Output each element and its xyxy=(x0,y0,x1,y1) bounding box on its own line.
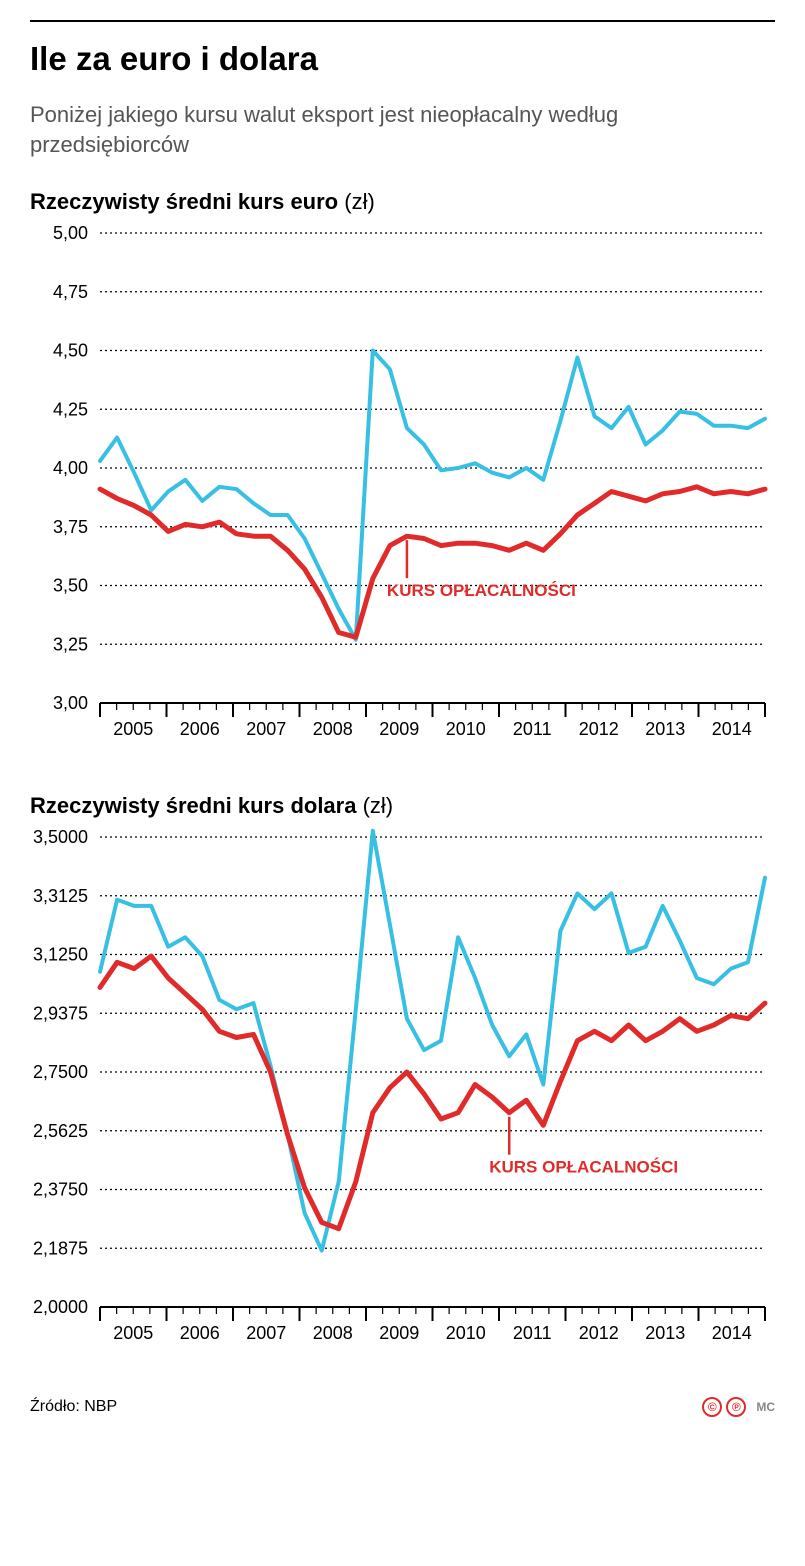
svg-text:2008: 2008 xyxy=(313,1323,353,1343)
svg-text:KURS OPŁACALNOŚCI: KURS OPŁACALNOŚCI xyxy=(489,1158,678,1177)
svg-text:3,50: 3,50 xyxy=(53,576,88,596)
svg-text:2012: 2012 xyxy=(579,719,619,739)
chart-dollar: 2,0000 2,1875 2,3750 2,5625 2,7500 2,9375 3,12… xyxy=(30,827,775,1357)
svg-text:3,3125: 3,3125 xyxy=(33,886,88,906)
chart-dollar-svg: 2,0000 2,1875 2,3750 2,5625 2,7500 2,9375 3,12… xyxy=(30,827,775,1357)
svg-text:2013: 2013 xyxy=(645,1323,685,1343)
chart-euro-title-unit: (zł) xyxy=(338,189,375,214)
svg-text:KURS OPŁACALNOŚCI: KURS OPŁACALNOŚCI xyxy=(387,582,576,601)
phonorights-icon: ℗ xyxy=(726,1397,746,1417)
svg-text:2,3750: 2,3750 xyxy=(33,1180,88,1200)
svg-text:2,0000: 2,0000 xyxy=(33,1297,88,1317)
chart-dollar-title: Rzeczywisty średni kurs dolara (zł) xyxy=(30,793,775,819)
svg-text:2005: 2005 xyxy=(113,719,153,739)
svg-text:2005: 2005 xyxy=(113,1323,153,1343)
page-title: Ile za euro i dolara xyxy=(30,40,775,78)
page-subtitle: Poniżej jakiego kursu walut eksport jest… xyxy=(30,100,775,159)
svg-text:3,5000: 3,5000 xyxy=(33,827,88,847)
svg-text:2,9375: 2,9375 xyxy=(33,1004,88,1024)
svg-text:2,7500: 2,7500 xyxy=(33,1062,88,1082)
author-initials: MC xyxy=(756,1400,775,1414)
svg-text:2007: 2007 xyxy=(246,719,286,739)
badges: © ℗ MC xyxy=(702,1397,775,1417)
svg-text:3,00: 3,00 xyxy=(53,693,88,713)
copyright-icon: © xyxy=(702,1397,722,1417)
chart-euro-title-main: Rzeczywisty średni kurs euro xyxy=(30,189,338,214)
svg-text:2009: 2009 xyxy=(379,719,419,739)
svg-text:2012: 2012 xyxy=(579,1323,619,1343)
chart-euro: 3,00 3,25 3,50 3,75 4,00 4,25 4,50 4,75 5,00 2005… xyxy=(30,223,775,753)
svg-text:2011: 2011 xyxy=(513,1323,552,1343)
svg-text:2013: 2013 xyxy=(645,719,685,739)
svg-text:2006: 2006 xyxy=(180,1323,220,1343)
svg-text:2014: 2014 xyxy=(712,719,752,739)
svg-text:2007: 2007 xyxy=(246,1323,286,1343)
chart-dollar-title-unit: (zł) xyxy=(356,793,393,818)
svg-text:4,50: 4,50 xyxy=(53,341,88,361)
svg-text:3,25: 3,25 xyxy=(53,635,88,655)
svg-text:2006: 2006 xyxy=(180,719,220,739)
container: Ile za euro i dolara Poniżej jakiego kur… xyxy=(0,0,805,1437)
svg-text:4,75: 4,75 xyxy=(53,282,88,302)
chart-euro-title: Rzeczywisty średni kurs euro (zł) xyxy=(30,189,775,215)
svg-text:2009: 2009 xyxy=(379,1323,419,1343)
svg-text:2010: 2010 xyxy=(446,719,486,739)
svg-text:4,00: 4,00 xyxy=(53,458,88,478)
svg-text:4,25: 4,25 xyxy=(53,400,88,420)
svg-text:3,1250: 3,1250 xyxy=(33,945,88,965)
chart-euro-svg: 3,00 3,25 3,50 3,75 4,00 4,25 4,50 4,75 5,00 2005… xyxy=(30,223,775,753)
top-rule xyxy=(30,20,775,22)
svg-text:3,75: 3,75 xyxy=(53,517,88,537)
source-label: Źródło: NBP xyxy=(30,1398,117,1416)
svg-text:2,1875: 2,1875 xyxy=(33,1239,88,1259)
svg-text:2011: 2011 xyxy=(513,719,552,739)
footer: Źródło: NBP © ℗ MC xyxy=(30,1397,775,1417)
chart-dollar-title-main: Rzeczywisty średni kurs dolara xyxy=(30,793,356,818)
svg-text:2014: 2014 xyxy=(712,1323,752,1343)
svg-text:2,5625: 2,5625 xyxy=(33,1121,88,1141)
svg-text:2008: 2008 xyxy=(313,719,353,739)
svg-text:2010: 2010 xyxy=(446,1323,486,1343)
svg-text:5,00: 5,00 xyxy=(53,223,88,243)
